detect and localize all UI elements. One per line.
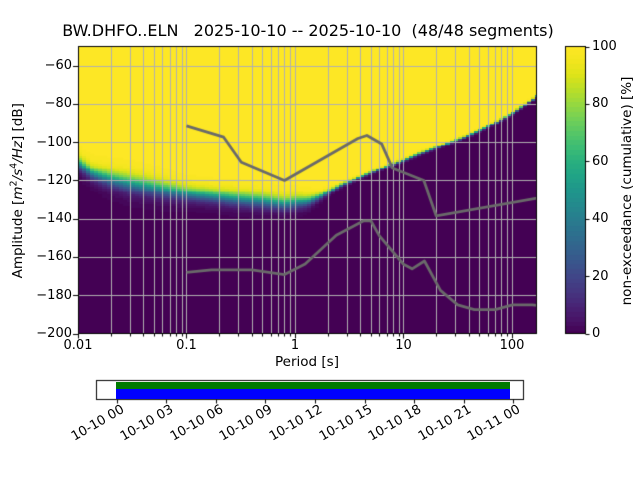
x-tick-label: 0.01 [63, 338, 93, 353]
colorbar-tick-label: 20 [592, 268, 609, 284]
x-tick-label: 10 [395, 338, 412, 353]
y-tick-label: −180 [36, 287, 72, 303]
y-tick-label: −120 [36, 172, 72, 188]
timeline-span-bar [116, 388, 510, 399]
x-tick-label: 1 [290, 338, 300, 353]
colorbar-label: non-exceedance (cumulative) [%] [619, 76, 635, 306]
timeline-coverage-bar [116, 381, 510, 389]
y-tick-label: −140 [36, 211, 72, 227]
y-tick-label: −200 [36, 326, 72, 341]
y-tick-label: −160 [36, 249, 72, 265]
y-tick-label: −60 [44, 58, 72, 74]
x-tick-label: 0.1 [176, 338, 197, 353]
x-tick-label: 100 [499, 338, 525, 353]
colorbar-tick-label: 40 [592, 211, 609, 227]
colorbar-tick-label: 80 [592, 96, 609, 112]
colorbar-tick-label: 0 [592, 326, 601, 341]
plot-title: BW.DHFO..ELN 2025-10-10 -- 2025-10-10 (4… [62, 21, 554, 40]
y-tick-label: −100 [36, 134, 72, 150]
y-tick-label: −80 [44, 96, 72, 112]
colorbar-tick-label: 100 [592, 39, 617, 54]
colorbar-tick-label: 60 [592, 153, 609, 169]
x-axis-label: Period [s] [275, 354, 339, 370]
